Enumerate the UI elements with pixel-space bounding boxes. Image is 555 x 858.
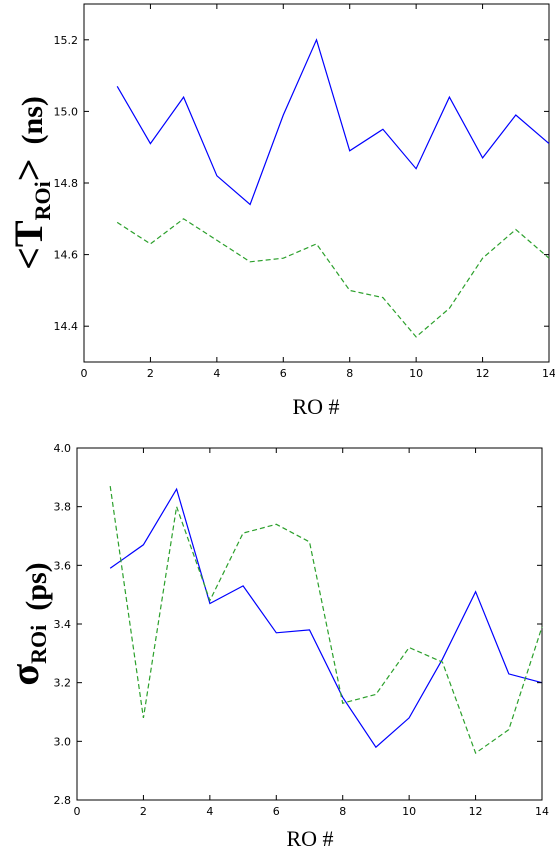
y-label-prefix: σ (2, 664, 47, 686)
y-tick-label: 14.4 (54, 320, 79, 333)
x-axis-label: RO # (286, 826, 333, 851)
x-tick-label: 12 (476, 367, 490, 380)
x-tick-label: 2 (140, 805, 147, 818)
x-tick-label: 6 (273, 805, 280, 818)
y-tick-label: 3.0 (54, 735, 72, 748)
series-line-solid (109, 487, 543, 749)
y-axis-label: <TROi> (ns) (6, 96, 55, 270)
series-line-dashed (109, 486, 543, 755)
series-line-solid (116, 38, 550, 206)
x-tick-label: 14 (542, 367, 555, 380)
series-layer (109, 486, 543, 755)
y-tick-label: 15.2 (54, 34, 79, 47)
x-tick-label: 2 (147, 367, 154, 380)
y-tick-label: 3.2 (54, 677, 72, 690)
x-tick-label: 0 (74, 805, 81, 818)
x-tick-label: 8 (346, 367, 353, 380)
y-tick-label: 15.0 (54, 105, 79, 118)
y-tick-label: 3.4 (54, 618, 72, 631)
x-tick-label: 0 (81, 367, 88, 380)
y-axis-label: σROi (ps) (2, 562, 53, 685)
chart-sigma-troi: 0 2 4 6 8 10 12 14 2.8 3.0 3.2 3.4 3.6 3.8 4.0 RO # σR… (2, 442, 549, 851)
x-tick-label: 10 (409, 367, 423, 380)
x-axis-label: RO # (292, 394, 339, 419)
y-label-prefix: <T (6, 220, 51, 270)
x-tick-label: 4 (206, 805, 213, 818)
y-label-unit: (ps) (20, 562, 53, 610)
x-tick-label: 6 (280, 367, 287, 380)
x-tick-label: 12 (469, 805, 483, 818)
y-tick-label: 14.6 (54, 249, 79, 262)
x-tick-label: 4 (213, 367, 220, 380)
series-line-dashed (116, 218, 550, 338)
y-label-suffix: > (6, 158, 51, 181)
x-tick-label: 14 (535, 805, 549, 818)
tick-layer: 0 2 4 6 8 10 12 14 2.8 3.0 3.2 3.4 3.6 3.8 4.0 (54, 442, 550, 818)
y-label-subscript: ROi (30, 181, 55, 220)
y-label-subscript: ROi (26, 625, 51, 664)
chart-mean-troi: 0 2 4 6 8 10 12 14 14.4 14.6 14.8 15.0 15.2 RO # <TR… (6, 3, 555, 419)
y-label-unit: (ns) (16, 96, 49, 144)
x-tick-label: 8 (339, 805, 346, 818)
tick-layer: 0 2 4 6 8 10 12 14 14.4 14.6 14.8 15.0 15.2 (54, 4, 555, 380)
y-tick-label: 3.6 (54, 559, 72, 572)
plot-frame (76, 447, 543, 801)
series-layer (116, 38, 550, 338)
y-tick-label: 14.8 (54, 177, 79, 190)
x-tick-label: 10 (402, 805, 416, 818)
plot-frame (83, 3, 550, 363)
y-tick-label: 4.0 (54, 442, 72, 455)
y-tick-label: 2.8 (54, 794, 72, 807)
y-tick-label: 3.8 (54, 501, 72, 514)
